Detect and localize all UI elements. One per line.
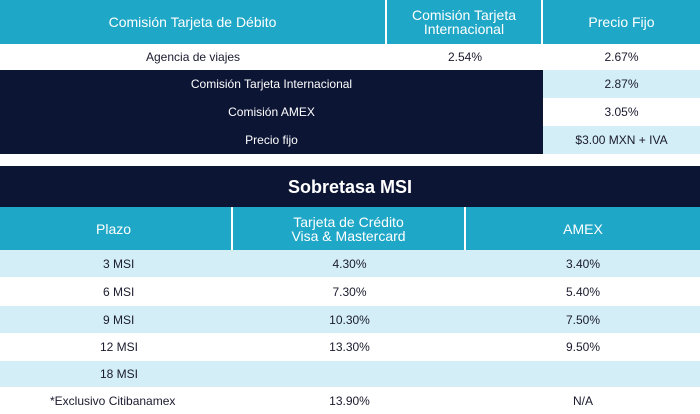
table-row-amex: 3.40%: [466, 250, 700, 277]
table-row-plazo: 12 MSI: [0, 333, 233, 361]
header-amex: AMEX: [466, 207, 700, 250]
table-row-visa: 13.30%: [233, 333, 466, 361]
row-value-agencia-intl: 2.54%: [387, 44, 543, 70]
table-row-amex: 5.40%: [466, 277, 700, 306]
header-debit-commission: Comisión Tarjeta de Débito: [0, 0, 387, 44]
table-row-plazo: 9 MSI: [0, 306, 233, 333]
table-row-visa: 7.30%: [233, 277, 466, 306]
dark-row-label: Comisión Tarjeta Internacional: [0, 70, 543, 98]
header-intl-commission: Comisión Tarjeta Internacional: [387, 0, 543, 44]
header-fixed-price: Precio Fijo: [543, 0, 700, 44]
table-row-plazo: 3 MSI: [0, 250, 233, 277]
header-visa-mastercard: Tarjeta de Crédito Visa & Mastercard: [233, 207, 466, 250]
msi-table-title: Sobretasa MSI: [0, 166, 700, 207]
table-row-visa: 4.30%: [233, 250, 466, 277]
dark-row-value: $3.00 MXN + IVA: [543, 126, 700, 154]
table-row-amex: 9.50%: [466, 333, 700, 361]
row-label-agencia: Agencia de viajes: [0, 44, 387, 70]
table-row-visa: [233, 361, 466, 387]
table-row-amex: N/A: [466, 387, 700, 414]
dark-row-label: Comisión AMEX: [0, 98, 543, 126]
header-plazo: Plazo: [0, 207, 233, 250]
table-row-visa: 10.30%: [233, 306, 466, 333]
table-row-amex: 7.50%: [466, 306, 700, 333]
table-row-amex: [466, 361, 700, 387]
table-row-visa: 13.90%: [233, 387, 466, 414]
dark-row-value: 2.87%: [543, 70, 700, 98]
dark-row-label: Precio fijo: [0, 126, 543, 154]
dark-row-value: 3.05%: [543, 98, 700, 126]
row-value-agencia-fijo: 2.67%: [543, 44, 700, 70]
table-row-plazo: 18 MSI: [0, 361, 233, 387]
table-row-plazo: *Exclusivo Citibanamex: [0, 387, 233, 414]
table-row-plazo: 6 MSI: [0, 277, 233, 306]
